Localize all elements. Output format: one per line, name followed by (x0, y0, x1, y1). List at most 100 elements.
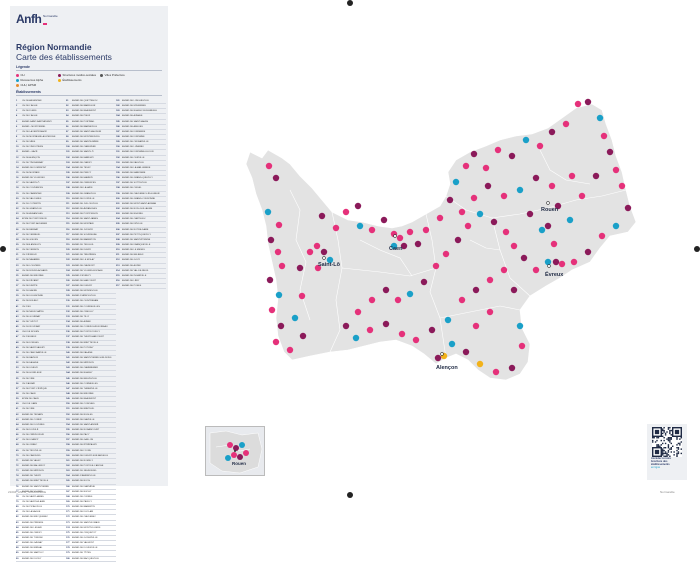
establishment-marker[interactable] (266, 163, 272, 169)
establishment-marker[interactable] (511, 243, 517, 249)
establishment-marker[interactable] (267, 277, 273, 283)
establishment-marker[interactable] (269, 307, 275, 313)
establishment-marker[interactable] (503, 229, 509, 235)
establishment-marker[interactable] (321, 249, 327, 255)
establishment-marker[interactable] (319, 213, 325, 219)
establishment-marker[interactable] (539, 227, 545, 233)
establishment-marker[interactable] (415, 241, 421, 247)
establishment-marker[interactable] (477, 361, 483, 367)
establishment-marker[interactable] (275, 249, 281, 255)
establishment-marker[interactable] (369, 297, 375, 303)
qr-code-icon[interactable] (652, 427, 682, 457)
establishment-marker[interactable] (383, 287, 389, 293)
establishment-marker[interactable] (509, 153, 515, 159)
establishment-marker[interactable] (273, 175, 279, 181)
establishment-marker[interactable] (619, 183, 625, 189)
establishment-marker[interactable] (473, 323, 479, 329)
establishment-marker[interactable] (483, 165, 489, 171)
establishment-marker[interactable] (453, 179, 459, 185)
establishment-marker[interactable] (511, 287, 517, 293)
establishment-marker[interactable] (471, 151, 477, 157)
establishment-marker[interactable] (601, 133, 607, 139)
establishment-marker[interactable] (473, 287, 479, 293)
establishment-marker[interactable] (533, 267, 539, 273)
establishment-marker[interactable] (501, 267, 507, 273)
establishment-marker[interactable] (487, 309, 493, 315)
establishment-marker[interactable] (455, 237, 461, 243)
establishment-marker[interactable] (353, 335, 359, 341)
establishment-marker[interactable] (517, 323, 523, 329)
establishment-marker[interactable] (593, 173, 599, 179)
establishment-marker[interactable] (537, 143, 543, 149)
establishment-marker[interactable] (559, 261, 565, 267)
establishment-marker[interactable] (381, 217, 387, 223)
establishment-marker[interactable] (369, 227, 375, 233)
establishment-marker[interactable] (523, 137, 529, 143)
establishment-marker[interactable] (613, 223, 619, 229)
establishment-marker[interactable] (477, 211, 483, 217)
establishment-marker[interactable] (553, 259, 559, 265)
establishment-marker[interactable] (307, 249, 313, 255)
establishment-marker[interactable] (355, 309, 361, 315)
establishment-marker[interactable] (407, 229, 413, 235)
establishment-marker[interactable] (607, 149, 613, 155)
establishment-marker[interactable] (407, 291, 413, 297)
establishment-marker[interactable] (471, 195, 477, 201)
establishment-marker[interactable] (491, 219, 497, 225)
establishment-marker[interactable] (367, 327, 373, 333)
establishment-marker[interactable] (276, 222, 282, 228)
establishment-marker[interactable] (545, 259, 551, 265)
establishment-marker[interactable] (549, 129, 555, 135)
establishment-marker[interactable] (599, 233, 605, 239)
establishment-marker[interactable] (355, 203, 361, 209)
establishment-marker[interactable] (465, 223, 471, 229)
establishment-marker[interactable] (521, 255, 527, 261)
establishment-marker[interactable] (397, 235, 403, 241)
establishment-marker[interactable] (571, 259, 577, 265)
establishment-marker[interactable] (463, 163, 469, 169)
establishment-marker[interactable] (613, 167, 619, 173)
establishment-marker[interactable] (527, 211, 533, 217)
establishment-marker[interactable] (423, 227, 429, 233)
establishment-marker[interactable] (493, 369, 499, 375)
establishment-marker[interactable] (459, 297, 465, 303)
establishment-marker[interactable] (314, 243, 320, 249)
establishment-marker[interactable] (435, 355, 441, 361)
establishment-marker[interactable] (579, 193, 585, 199)
establishment-marker[interactable] (299, 293, 305, 299)
establishment-marker[interactable] (597, 115, 603, 121)
establishment-marker[interactable] (463, 349, 469, 355)
establishment-marker[interactable] (437, 215, 443, 221)
establishment-marker[interactable] (533, 175, 539, 181)
establishment-marker[interactable] (445, 317, 451, 323)
establishment-marker[interactable] (585, 249, 591, 255)
qr-code-panel[interactable]: Accédez à notre brochure des établisseme… (647, 424, 687, 480)
establishment-marker[interactable] (459, 209, 465, 215)
establishment-marker[interactable] (357, 223, 363, 229)
establishment-marker[interactable] (273, 339, 279, 345)
establishment-marker[interactable] (399, 331, 405, 337)
establishment-marker[interactable] (551, 241, 557, 247)
establishment-marker[interactable] (517, 187, 523, 193)
establishment-marker[interactable] (495, 147, 501, 153)
establishment-marker[interactable] (549, 183, 555, 189)
establishment-marker[interactable] (268, 237, 274, 243)
establishment-marker[interactable] (297, 265, 303, 271)
establishment-marker[interactable] (279, 263, 285, 269)
establishment-marker[interactable] (383, 321, 389, 327)
establishment-marker[interactable] (625, 205, 631, 211)
establishment-marker[interactable] (278, 323, 284, 329)
establishment-marker[interactable] (545, 223, 551, 229)
establishment-marker[interactable] (569, 173, 575, 179)
establishment-marker[interactable] (292, 315, 298, 321)
establishment-marker[interactable] (276, 292, 282, 298)
establishment-marker[interactable] (447, 197, 453, 203)
establishment-marker[interactable] (429, 327, 435, 333)
establishment-marker[interactable] (343, 209, 349, 215)
establishment-marker[interactable] (395, 297, 401, 303)
establishment-marker[interactable] (449, 341, 455, 347)
establishment-marker[interactable] (575, 101, 581, 107)
establishment-marker[interactable] (433, 263, 439, 269)
establishment-marker[interactable] (585, 99, 591, 105)
establishment-marker[interactable] (485, 183, 491, 189)
